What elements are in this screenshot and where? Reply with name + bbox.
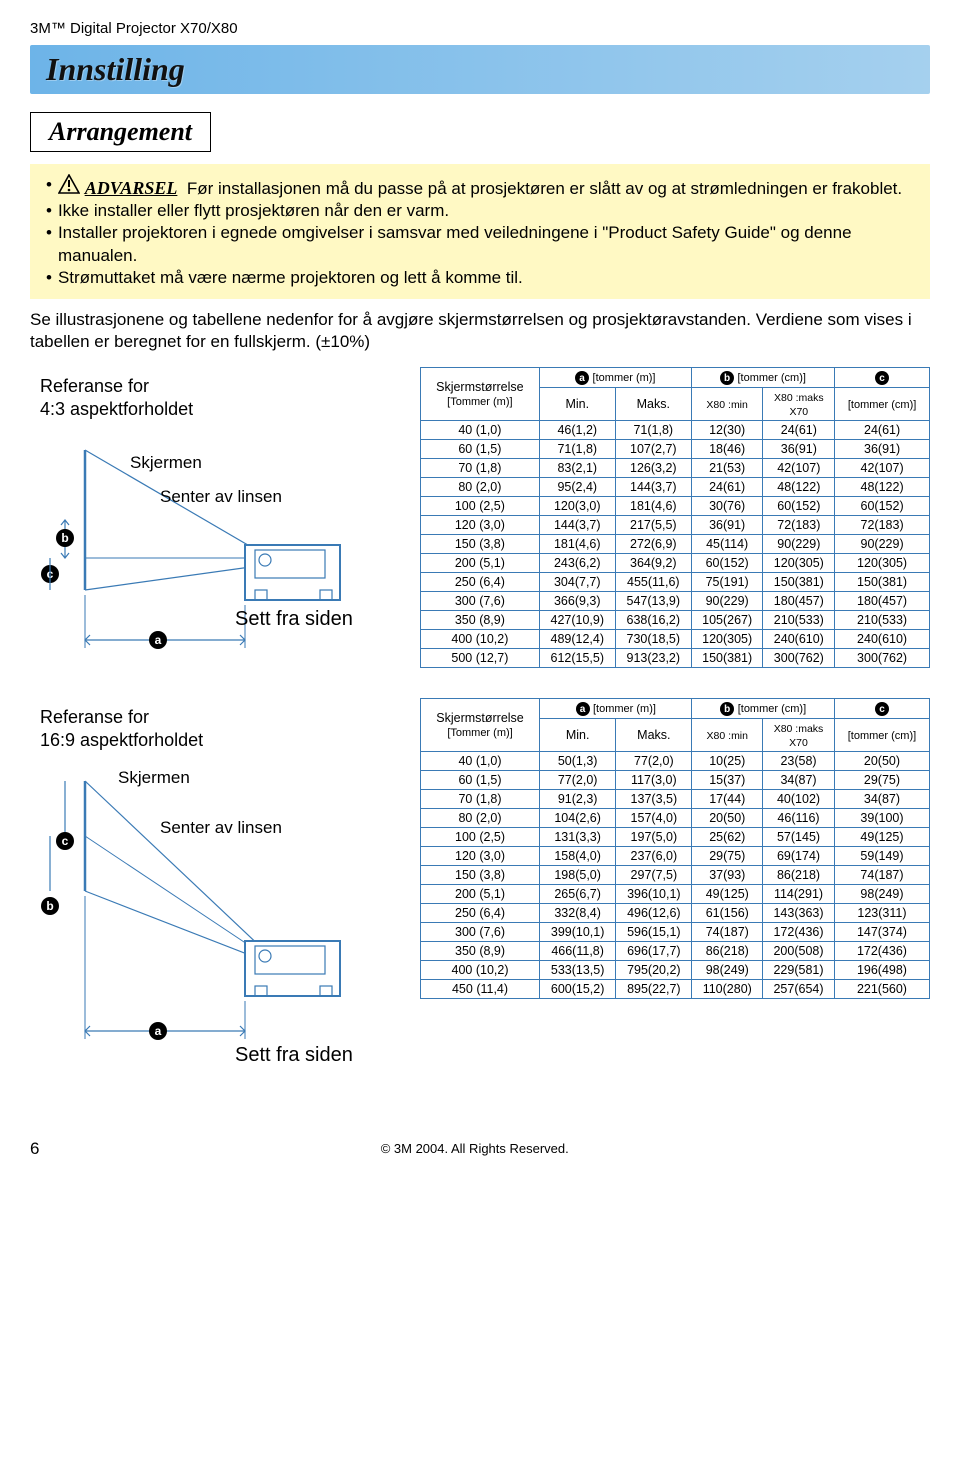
table-row: 100 (2,5)120(3,0)181(4,6)30(76)60(152)60… bbox=[421, 497, 930, 516]
table-row: 120 (3,0)144(3,7)217(5,5)36(91)72(183)72… bbox=[421, 516, 930, 535]
warning-list: ADVARSEL Før installasjonen må du passe … bbox=[44, 174, 916, 289]
table-row: 500 (12,7)612(15,5)913(23,2)150(381)300(… bbox=[421, 649, 930, 668]
warning-bullet-0: Før installasjonen må du passe på at pro… bbox=[187, 179, 902, 198]
table-row: 60 (1,5)71(1,8)107(2,7)18(46)36(91)36(91… bbox=[421, 440, 930, 459]
page-footer: 6 © 3M 2004. All Rights Reserved. bbox=[0, 1119, 960, 1169]
instruction-text: Se illustrasjonene og tabellene nedenfor… bbox=[30, 309, 930, 353]
warning-item: Ikke installer eller flytt prosjektøren … bbox=[44, 200, 916, 222]
table-row: 400 (10,2)489(12,4)730(18,5)120(305)240(… bbox=[421, 630, 930, 649]
table-row: 200 (5,1)243(6,2)364(9,2)60(152)120(305)… bbox=[421, 554, 930, 573]
table-row: 250 (6,4)304(7,7)455(11,6)75(191)150(381… bbox=[421, 573, 930, 592]
svg-text:Sett fra siden: Sett fra siden bbox=[235, 608, 353, 630]
diagram-43: a b c Skjermen Senter av linsen Sett fra… bbox=[30, 430, 410, 680]
block-43: Referanse for 4:3 aspektforholdet bbox=[30, 367, 930, 680]
warning-item: ADVARSEL Før installasjonen må du passe … bbox=[44, 174, 916, 200]
table-row: 70 (1,8)91(2,3)137(3,5)17(44)40(102)34(8… bbox=[421, 790, 930, 809]
table-row: 150 (3,8)181(4,6)272(6,9)45(114)90(229)9… bbox=[421, 535, 930, 554]
title-bar: Innstilling bbox=[30, 45, 930, 94]
reference-169-label: Referanse for 16:9 aspektforholdet bbox=[30, 698, 410, 761]
copyright-text: © 3M 2004. All Rights Reserved. bbox=[381, 1141, 569, 1156]
table-row: 100 (2,5)131(3,3)197(5,0)25(62)57(145)49… bbox=[421, 828, 930, 847]
table-row: 80 (2,0)95(2,4)144(3,7)24(61)48(122)48(1… bbox=[421, 478, 930, 497]
table-row: 400 (10,2)533(13,5)795(20,2)98(249)229(5… bbox=[421, 961, 930, 980]
table-row: 70 (1,8)83(2,1)126(3,2)21(53)42(107)42(1… bbox=[421, 459, 930, 478]
product-header: 3M™ Digital Projector X70/X80 bbox=[30, 20, 930, 37]
table-row: 40 (1,0)46(1,2)71(1,8)12(30)24(61)24(61) bbox=[421, 421, 930, 440]
section-heading-box: Arrangement bbox=[30, 112, 211, 152]
table-row: 40 (1,0)50(1,3)77(2,0)10(25)23(58)20(50) bbox=[421, 752, 930, 771]
svg-text:Senter av linsen: Senter av linsen bbox=[160, 487, 282, 506]
table-row: 200 (5,1)265(6,7)396(10,1)49(125)114(291… bbox=[421, 885, 930, 904]
svg-text:Skjermen: Skjermen bbox=[130, 453, 202, 472]
table-row: 450 (11,4)600(15,2)895(22,7)110(280)257(… bbox=[421, 980, 930, 999]
table-row: 60 (1,5)77(2,0)117(3,0)15(37)34(87)29(75… bbox=[421, 771, 930, 790]
page-number: 6 bbox=[30, 1139, 39, 1159]
table-row: 300 (7,6)366(9,3)547(13,9)90(229)180(457… bbox=[421, 592, 930, 611]
svg-text:b: b bbox=[61, 531, 68, 545]
block-169: Referanse for 16:9 aspektforholdet bbox=[30, 698, 930, 1081]
warning-triangle-icon bbox=[58, 174, 80, 194]
svg-text:a: a bbox=[155, 633, 162, 647]
svg-text:Senter av linsen: Senter av linsen bbox=[160, 818, 282, 837]
table-43: Skjermstørrelse[Tommer (m)] a [tommer (m… bbox=[420, 367, 930, 669]
reference-43-label: Referanse for 4:3 aspektforholdet bbox=[30, 367, 410, 430]
table-row: 80 (2,0)104(2,6)157(4,0)20(50)46(116)39(… bbox=[421, 809, 930, 828]
section-heading: Arrangement bbox=[49, 117, 192, 147]
diagram-169: a c b Skjermen Senter av linsen Sett fra… bbox=[30, 761, 410, 1081]
svg-text:Skjermen: Skjermen bbox=[118, 771, 190, 787]
table-row: 120 (3,0)158(4,0)237(6,0)29(75)69(174)59… bbox=[421, 847, 930, 866]
table-row: 350 (8,9)466(11,8)696(17,7)86(218)200(50… bbox=[421, 942, 930, 961]
svg-text:Sett fra siden: Sett fra siden bbox=[235, 1044, 353, 1066]
svg-text:c: c bbox=[62, 834, 69, 848]
warning-box: ADVARSEL Før installasjonen må du passe … bbox=[30, 164, 930, 299]
table-row: 250 (6,4)332(8,4)496(12,6)61(156)143(363… bbox=[421, 904, 930, 923]
page-title: Innstilling bbox=[46, 51, 914, 88]
table-row: 150 (3,8)198(5,0)297(7,5)37(93)86(218)74… bbox=[421, 866, 930, 885]
svg-text:b: b bbox=[46, 899, 53, 913]
warning-item: Installer projektoren i egnede omgivelse… bbox=[44, 222, 916, 266]
table-row: 350 (8,9)427(10,9)638(16,2)105(267)210(5… bbox=[421, 611, 930, 630]
svg-text:a: a bbox=[155, 1024, 162, 1038]
table-169: Skjermstørrelse[Tommer (m)] a [tommer (m… bbox=[420, 698, 930, 1000]
warning-item: Strømuttaket må være nærme projektoren o… bbox=[44, 267, 916, 289]
warning-label: ADVARSEL bbox=[85, 178, 178, 198]
table-row: 300 (7,6)399(10,1)596(15,1)74(187)172(43… bbox=[421, 923, 930, 942]
